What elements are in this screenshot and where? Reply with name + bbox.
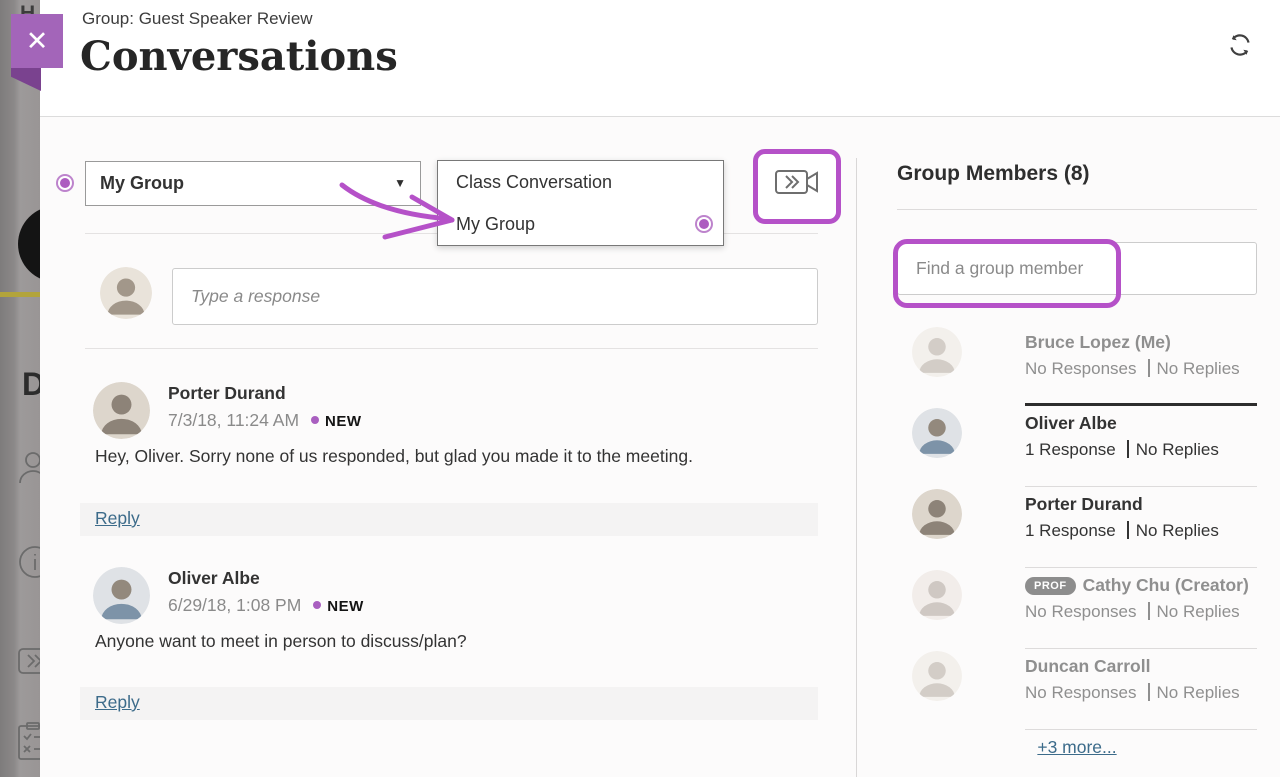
divider: [1025, 729, 1257, 730]
replies-count: No Replies: [1135, 521, 1219, 540]
member-stats: 1 Response No Replies: [1025, 521, 1219, 541]
background-accent-line: [0, 292, 40, 297]
menu-item-label: My Group: [456, 214, 536, 234]
responses-count: No Responses: [1025, 359, 1137, 378]
video-camera-icon: [775, 170, 818, 194]
member-row[interactable]: PROF Cathy Chu (Creator) No Responses No R…: [897, 568, 1257, 649]
prof-badge: PROF: [1025, 577, 1076, 595]
conversation-select-value: My Group: [100, 173, 184, 193]
group-members-title: Group Members (8): [897, 162, 1090, 185]
info-icon: [19, 546, 40, 578]
responses-count: 1 Response: [1025, 440, 1116, 459]
replies-count: No Replies: [1156, 683, 1240, 702]
post-message: Anyone want to meet in person to discuss…: [95, 631, 467, 651]
stats-separator: [1126, 440, 1129, 458]
post-message: Hey, Oliver. Sorry none of us responded,…: [95, 446, 693, 466]
panel-header: Group: Guest Speaker Review Conversation…: [40, 0, 1280, 117]
responses-count: No Responses: [1025, 602, 1137, 621]
conversation-radio-indicator: [60, 178, 70, 188]
member-row[interactable]: Duncan Carroll No Responses No Replies: [897, 649, 1257, 730]
conversation-menu: Class Conversation My Group: [437, 160, 724, 246]
member-stats: No Responses No Replies: [1025, 359, 1240, 379]
member-avatar: [912, 489, 962, 539]
replies-count: No Replies: [1156, 602, 1240, 621]
member-avatar: [912, 570, 962, 620]
chevron-down-icon: ▼: [394, 176, 406, 190]
post-author-name: Porter Durand: [168, 383, 286, 403]
new-indicator-dot: [313, 601, 322, 609]
divider: [1025, 403, 1257, 406]
member-name: Oliver Albe: [1025, 413, 1117, 433]
annotation-highlight-camera: [753, 149, 841, 224]
conversations-panel: Group: Guest Speaker Review Conversation…: [40, 0, 1280, 777]
menu-item-my-group[interactable]: My Group: [438, 203, 723, 245]
member-avatar: [912, 651, 962, 701]
reply-bar: Reply: [80, 503, 818, 536]
page-title: Conversations: [80, 33, 398, 80]
member-avatar: [912, 408, 962, 458]
background-partial-text: D: [22, 366, 40, 402]
close-panel-button[interactable]: ✕: [11, 14, 63, 68]
refresh-button[interactable]: [1224, 29, 1256, 61]
stats-separator: [1147, 602, 1150, 620]
post-timestamp: 7/3/18, 11:24 AM NEW: [168, 410, 362, 431]
close-icon: ✕: [25, 26, 49, 56]
member-stats: No Responses No Replies: [1025, 683, 1240, 703]
stats-separator: [1147, 359, 1150, 377]
post-timestamp: 6/29/18, 1:08 PM NEW: [168, 595, 364, 616]
new-badge: NEW: [325, 413, 362, 430]
divider: [85, 348, 818, 349]
member-name: Duncan Carroll: [1025, 656, 1151, 676]
current-user-avatar: [100, 267, 152, 319]
member-search-input[interactable]: [897, 242, 1257, 295]
reply-link[interactable]: Reply: [95, 692, 140, 712]
conversation-select[interactable]: My Group ▼: [85, 161, 421, 206]
response-input[interactable]: [172, 268, 818, 325]
member-stats: No Responses No Replies: [1025, 602, 1240, 622]
menu-item-label: Class Conversation: [456, 172, 613, 192]
member-name-text: Cathy Chu (Creator): [1082, 575, 1249, 595]
post-author-name: Oliver Albe: [168, 568, 260, 588]
replies-count: No Replies: [1135, 440, 1219, 459]
new-indicator-dot: [311, 416, 320, 424]
group-members-panel: Group Members (8) Bruce Lopez (Me) No Re…: [893, 0, 1257, 777]
post-author-avatar: [93, 567, 150, 624]
member-row[interactable]: Bruce Lopez (Me) No Responses No Replies: [897, 325, 1257, 406]
responses-count: No Responses: [1025, 683, 1137, 702]
member-row[interactable]: Oliver Albe 1 Response No Replies: [897, 406, 1257, 487]
background-page-edge: H D: [0, 0, 40, 777]
divider: [897, 209, 1257, 210]
new-badge: NEW: [327, 598, 364, 615]
timestamp-text: 6/29/18, 1:08 PM: [168, 595, 302, 615]
stats-separator: [1126, 521, 1129, 539]
divider: [1025, 648, 1257, 649]
conversation-icon: [18, 648, 40, 674]
refresh-icon: [1230, 34, 1250, 56]
clipboard-icon: [18, 722, 40, 760]
post-author-avatar: [93, 382, 150, 439]
member-row[interactable]: Porter Durand 1 Response No Replies: [897, 487, 1257, 568]
selected-radio-indicator: [699, 219, 709, 229]
divider: [1025, 486, 1257, 487]
menu-item-class-conversation[interactable]: Class Conversation: [438, 161, 723, 203]
timestamp-text: 7/3/18, 11:24 AM: [168, 410, 300, 430]
virtual-classroom-button[interactable]: [775, 168, 819, 196]
member-name: Porter Durand: [1025, 494, 1143, 514]
group-breadcrumb: Group: Guest Speaker Review: [82, 9, 313, 28]
reply-link[interactable]: Reply: [95, 508, 140, 528]
divider: [1025, 567, 1257, 568]
reply-bar: Reply: [80, 687, 818, 720]
background-avatar: [18, 206, 40, 282]
responses-count: 1 Response: [1025, 521, 1116, 540]
replies-count: No Replies: [1156, 359, 1240, 378]
vertical-divider: [856, 158, 857, 777]
member-avatar: [912, 327, 962, 377]
member-name: PROF Cathy Chu (Creator): [1025, 575, 1249, 596]
member-stats: 1 Response No Replies: [1025, 440, 1219, 460]
member-name: Bruce Lopez (Me): [1025, 332, 1171, 352]
stats-separator: [1147, 683, 1150, 701]
show-more-members-link[interactable]: +3 more...: [1037, 737, 1117, 757]
person-icon: [19, 452, 40, 484]
